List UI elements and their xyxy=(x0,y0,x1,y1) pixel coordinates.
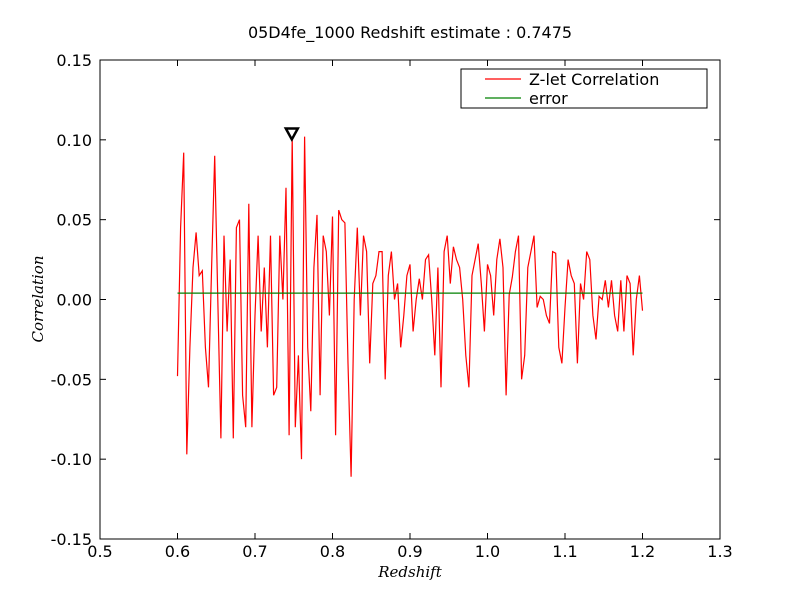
legend-box xyxy=(460,68,708,109)
plot-frame xyxy=(99,59,721,540)
series-line xyxy=(176,136,644,477)
x-tick-label: 0.6 xyxy=(165,542,190,561)
y-tick-label: -0.15 xyxy=(51,530,92,549)
x-tick-label: 1.1 xyxy=(552,542,577,561)
x-tick-label: 0.9 xyxy=(397,542,422,561)
y-axis-title: Correlation xyxy=(29,256,47,343)
y-tick-label: 0.00 xyxy=(56,291,92,310)
chart-title: 05D4fe_1000 Redshift estimate : 0.7475 xyxy=(248,23,572,43)
legend-label: error xyxy=(529,89,568,108)
x-tick-label: 0.8 xyxy=(320,542,345,561)
y-tick-label: -0.05 xyxy=(51,370,92,389)
y-tick-label: 0.05 xyxy=(56,211,92,230)
x-tick-label: 0.7 xyxy=(242,542,267,561)
x-axis-title: Redshift xyxy=(377,563,442,581)
estimate-marker xyxy=(283,127,300,143)
legend-label: Z-let Correlation xyxy=(529,70,659,89)
x-tick-label: 0.5 xyxy=(87,542,112,561)
y-tick-label: -0.10 xyxy=(51,450,92,469)
x-tick-label: 1.3 xyxy=(707,542,732,561)
y-tick-label: 0.15 xyxy=(56,51,92,70)
x-tick-label: 1.0 xyxy=(475,542,500,561)
y-tick-label: 0.10 xyxy=(56,131,92,150)
x-tick-label: 1.2 xyxy=(630,542,655,561)
